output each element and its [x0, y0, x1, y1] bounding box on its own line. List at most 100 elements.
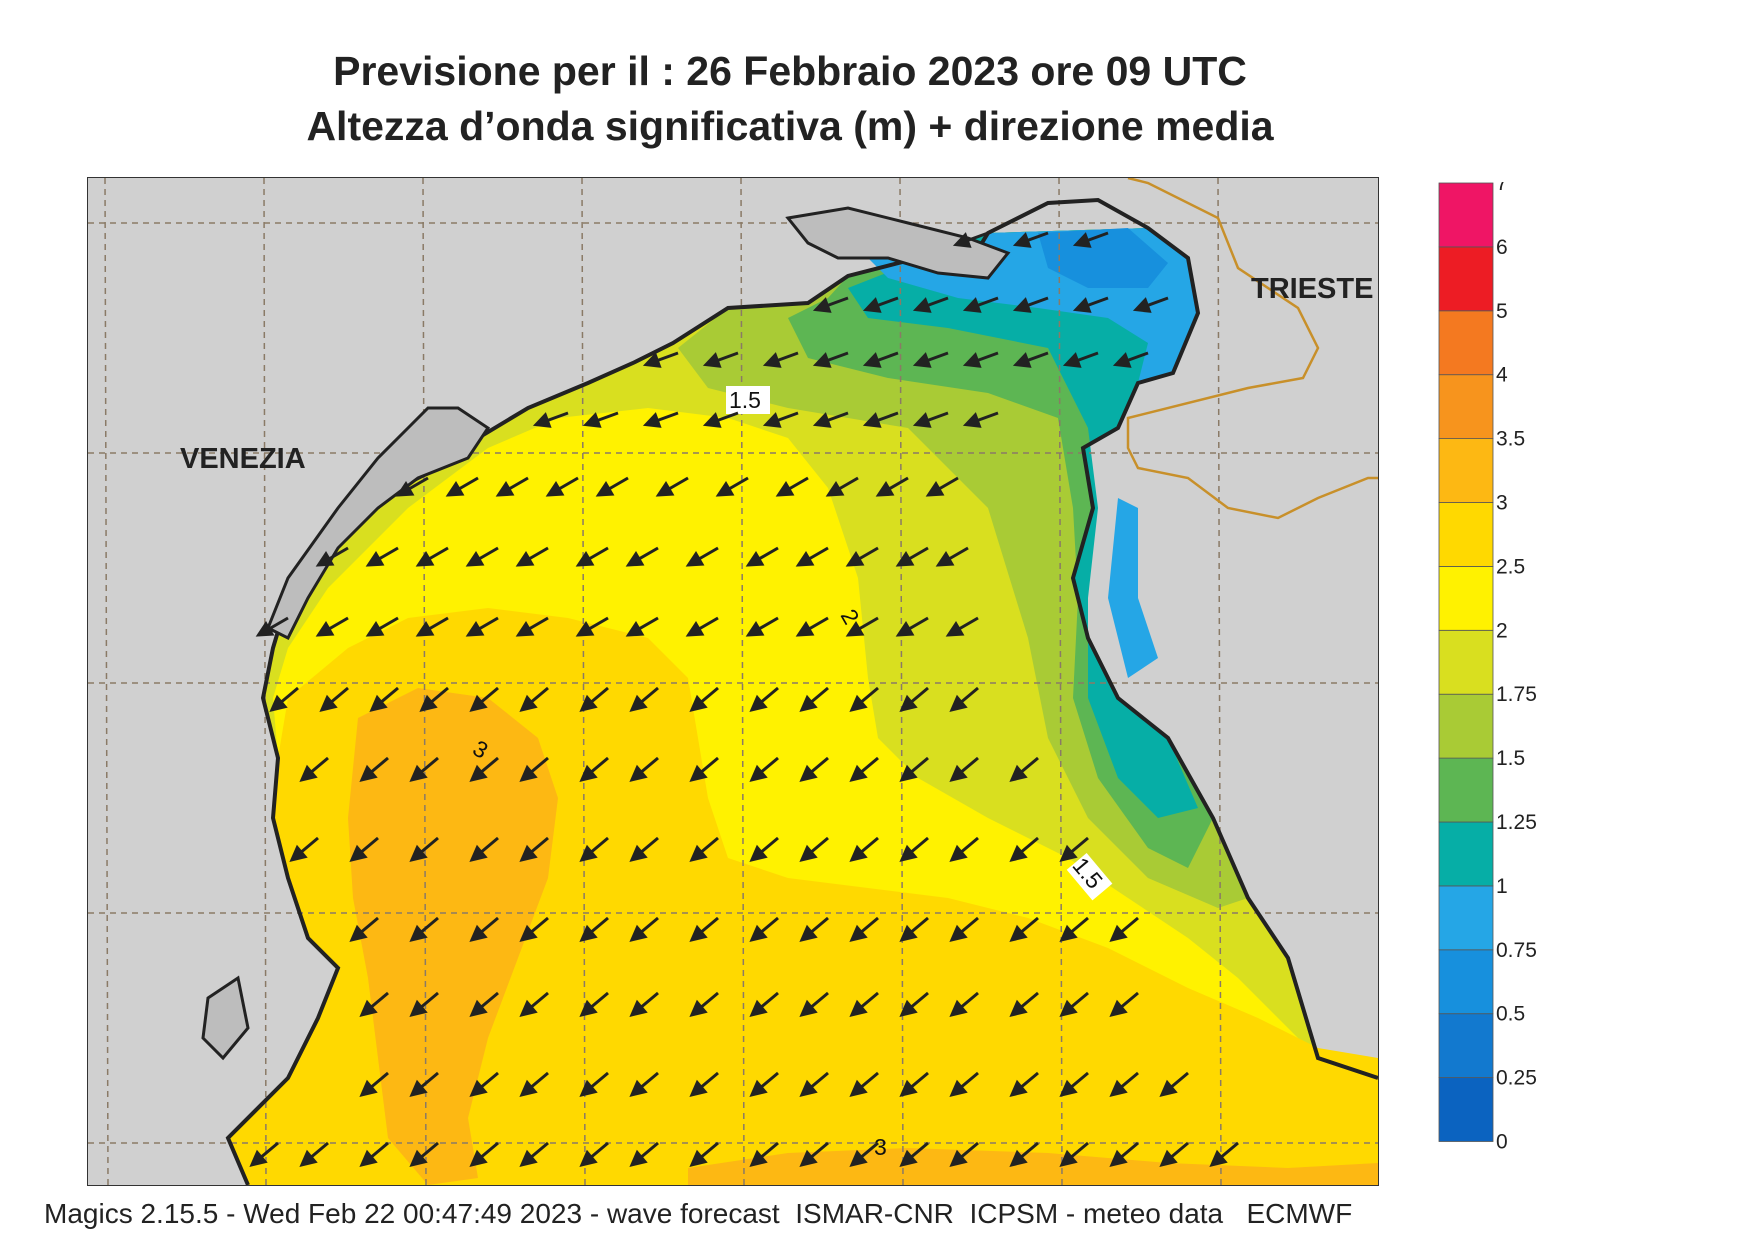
city-label-trieste: TRIESTE	[1251, 273, 1373, 305]
wave-arrow-head	[925, 480, 945, 497]
legend-swatch	[1438, 374, 1494, 439]
wave-arrow-head	[519, 924, 538, 943]
wave-arrow-head	[749, 764, 768, 783]
wave-arrow-head	[1062, 352, 1082, 368]
wave-arrow-head	[849, 764, 868, 783]
wave-arrow-head	[1059, 1079, 1078, 1098]
sea-region-1-0	[848, 228, 1198, 818]
legend-swatch	[1438, 1077, 1494, 1142]
wave-arrow-head	[899, 999, 918, 1018]
wave-arrow-head	[762, 412, 782, 428]
wave-direction-arrows	[249, 231, 1239, 1168]
wave-arrow-head	[582, 412, 602, 428]
wave-arrow-head	[359, 1079, 378, 1098]
wave-arrow-head	[365, 550, 385, 567]
wave-arrow-head	[962, 297, 982, 313]
wave-arrow-head	[579, 1149, 598, 1168]
wave-arrow-head	[849, 1149, 868, 1168]
wave-arrow-head	[629, 1079, 648, 1098]
wave-arrow-head	[799, 999, 818, 1018]
wave-arrow-head	[912, 297, 932, 313]
wave-arrow-head	[1059, 1149, 1078, 1168]
wave-arrow-head	[862, 412, 882, 428]
wave-arrow-head	[319, 694, 338, 713]
wave-arrow-head	[875, 480, 895, 497]
wave-arrow-head	[445, 480, 465, 497]
wave-arrow-head	[845, 620, 865, 637]
wave-arrow-head	[899, 694, 918, 713]
wave-arrow-head	[575, 620, 595, 637]
legend-tick-label: 0.75	[1496, 939, 1537, 962]
wave-arrow-head	[545, 480, 565, 497]
wave-arrow-head	[532, 412, 552, 428]
wave-arrow-head	[1132, 297, 1152, 313]
wave-arrow-head	[899, 1079, 918, 1098]
wave-arrow-head	[849, 999, 868, 1018]
wave-arrow-head	[629, 924, 648, 943]
wave-arrow-head	[1072, 297, 1092, 313]
wave-arrow-head	[519, 844, 538, 863]
legend-tick-label: 0.5	[1496, 1003, 1525, 1026]
wave-arrow-head	[629, 999, 648, 1018]
wave-arrow-head	[849, 1079, 868, 1098]
wave-arrow-head	[655, 480, 675, 497]
wave-arrow-head	[715, 480, 735, 497]
color-legend: 0 0.25 0.5 0.75 1 1.25 1.5 1.75 2 2.5 3 3.5 4 5 6 7	[1438, 172, 1578, 1167]
wave-arrow-head	[519, 694, 538, 713]
wave-arrow-head	[515, 620, 535, 637]
wave-arrow-head	[1009, 999, 1028, 1018]
legend-tick-label: 7	[1496, 182, 1508, 195]
wave-arrow-head	[1012, 352, 1032, 368]
legend-swatch	[1438, 438, 1494, 503]
legend-swatch	[1438, 310, 1494, 376]
legend-tick-label: 1	[1496, 875, 1508, 898]
wave-arrow-head	[1059, 924, 1078, 943]
wave-arrow-head	[1009, 844, 1028, 863]
wave-arrow-head	[762, 352, 782, 368]
sea-region-0-75	[868, 228, 1198, 678]
wave-arrow-head	[689, 844, 708, 863]
wave-arrow-head	[1159, 1149, 1178, 1168]
wave-arrow-head	[745, 550, 765, 567]
legend-tick-label: 1.75	[1496, 683, 1537, 706]
wave-arrow-head	[849, 694, 868, 713]
wave-arrow-head	[845, 550, 865, 567]
legend-tick-label: 6	[1496, 236, 1508, 259]
legend-swatch	[1438, 182, 1494, 248]
wave-arrow-head	[795, 550, 815, 567]
wave-arrow-head	[415, 550, 435, 567]
wave-arrow-head	[1059, 844, 1078, 863]
legend-tick-label: 3.5	[1496, 428, 1525, 451]
coastline	[225, 197, 1378, 1185]
wave-arrow-head	[519, 764, 538, 783]
wave-arrow-head	[299, 1149, 318, 1168]
wave-arrow-head	[895, 550, 915, 567]
wave-arrow-head	[269, 694, 288, 713]
wave-arrow-head	[1109, 999, 1128, 1018]
wave-arrow-head	[469, 764, 488, 783]
wave-arrow-head	[289, 844, 308, 863]
legend-tick-label: 1.5	[1496, 747, 1525, 770]
legend-swatch	[1438, 885, 1494, 951]
wave-arrow-head	[349, 924, 368, 943]
wave-arrow-head	[1012, 232, 1032, 248]
wave-arrow-head	[962, 352, 982, 368]
legend-swatch	[1438, 246, 1494, 312]
legend-tick-label: 0.25	[1496, 1067, 1537, 1090]
wave-arrow-head	[469, 694, 488, 713]
wave-arrow-head	[469, 1079, 488, 1098]
wave-arrow-head	[469, 924, 488, 943]
wave-arrow-head	[579, 764, 598, 783]
legend-swatch	[1438, 693, 1494, 759]
wave-arrow-head	[1072, 232, 1092, 248]
wave-arrow-head	[1209, 1149, 1228, 1168]
wave-arrow-head	[359, 999, 378, 1018]
venice-lagoon	[266, 406, 491, 641]
wave-arrow-head	[899, 764, 918, 783]
legend-tick-label: 3	[1496, 492, 1508, 515]
wave-arrow-head	[1109, 1149, 1128, 1168]
legend-swatch	[1438, 1013, 1494, 1079]
wave-arrow-head	[469, 844, 488, 863]
wave-arrow-head	[1009, 1149, 1028, 1168]
wave-arrow-head	[825, 480, 845, 497]
